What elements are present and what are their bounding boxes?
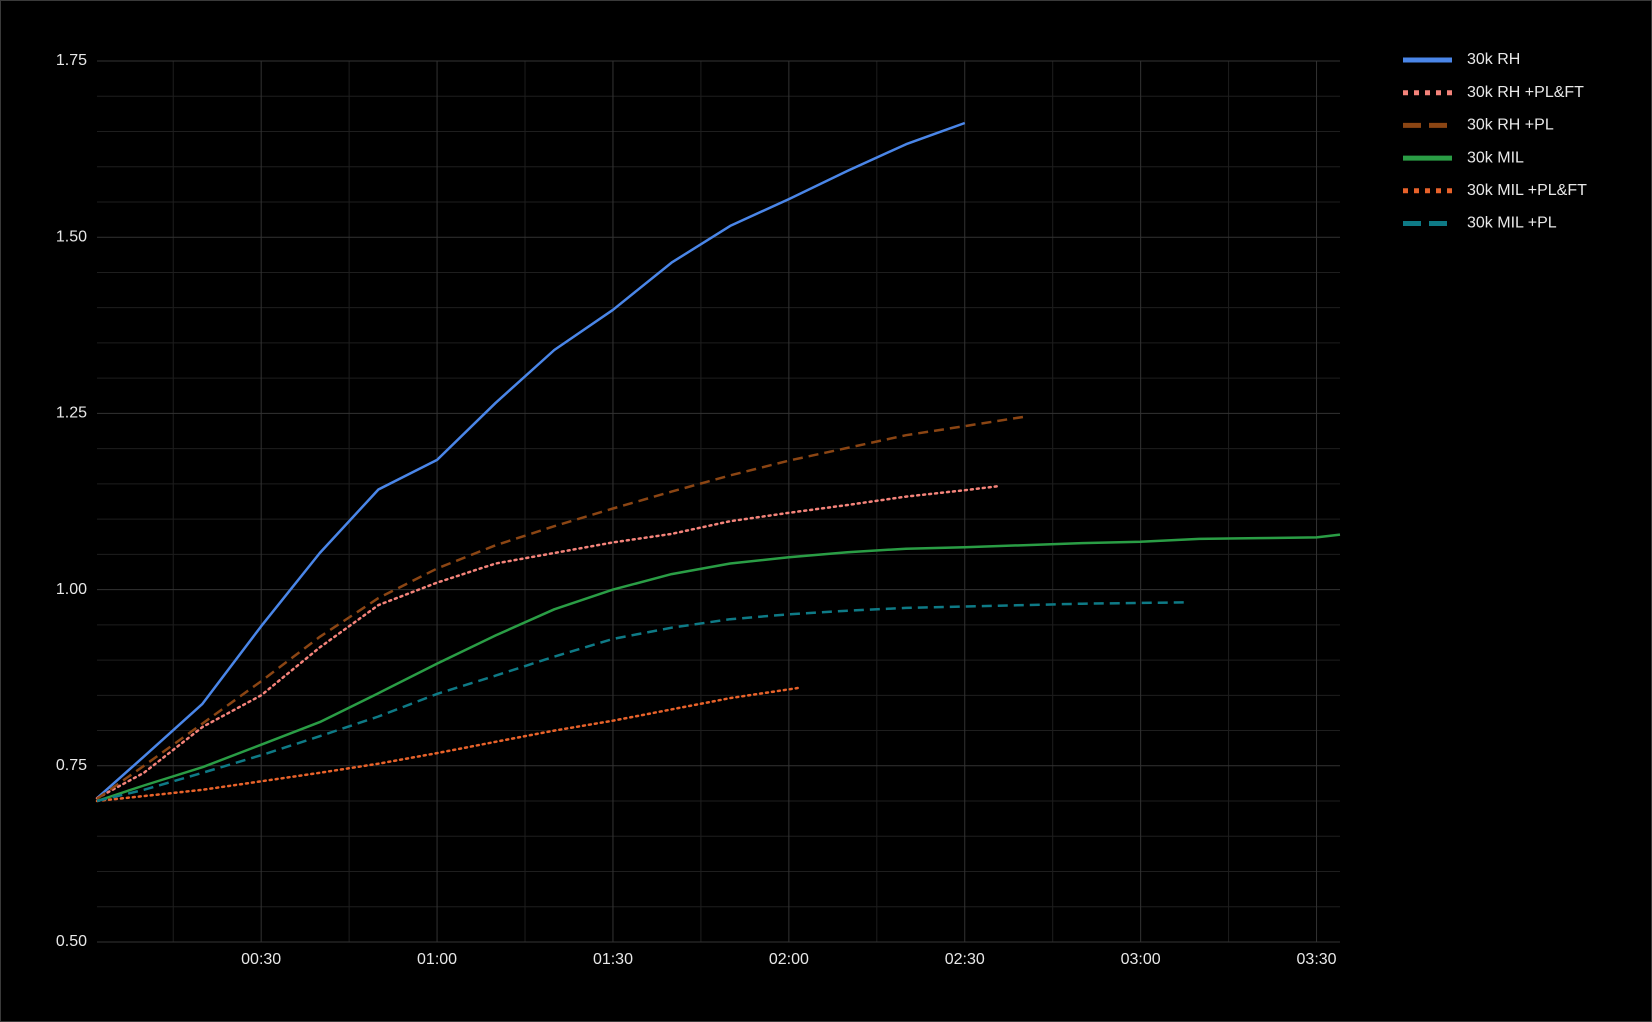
legend-label: 30k MIL bbox=[1467, 149, 1524, 166]
x-tick-label: 00:30 bbox=[241, 951, 281, 968]
series-line bbox=[96, 415, 1024, 800]
legend-label: 30k RH +PL bbox=[1467, 117, 1554, 134]
legend-label: 30k RH bbox=[1467, 51, 1520, 68]
y-tick-label: 0.75 bbox=[56, 757, 87, 774]
y-tick-label: 1.50 bbox=[56, 228, 87, 245]
y-tick-label: 1.25 bbox=[56, 405, 87, 422]
x-tick-label: 03:30 bbox=[1297, 951, 1337, 968]
series-line bbox=[96, 533, 1341, 803]
x-tick-label: 02:00 bbox=[769, 951, 809, 968]
series-line bbox=[96, 121, 966, 800]
x-tick-label: 03:00 bbox=[1121, 951, 1161, 968]
y-tick-label: 1.75 bbox=[56, 52, 87, 69]
x-tick-label: 01:30 bbox=[593, 951, 633, 968]
legend-label: 30k MIL +PL bbox=[1467, 215, 1557, 232]
x-tick-label: 02:30 bbox=[945, 951, 985, 968]
y-tick-label: 1.00 bbox=[56, 581, 87, 598]
series-line bbox=[95, 686, 802, 803]
legend-label: 30k RH +PL&FT bbox=[1467, 84, 1584, 101]
x-tick-label: 01:00 bbox=[417, 951, 457, 968]
legend-label: 30k MIL +PL&FT bbox=[1467, 182, 1587, 199]
y-tick-label: 0.50 bbox=[56, 933, 87, 950]
